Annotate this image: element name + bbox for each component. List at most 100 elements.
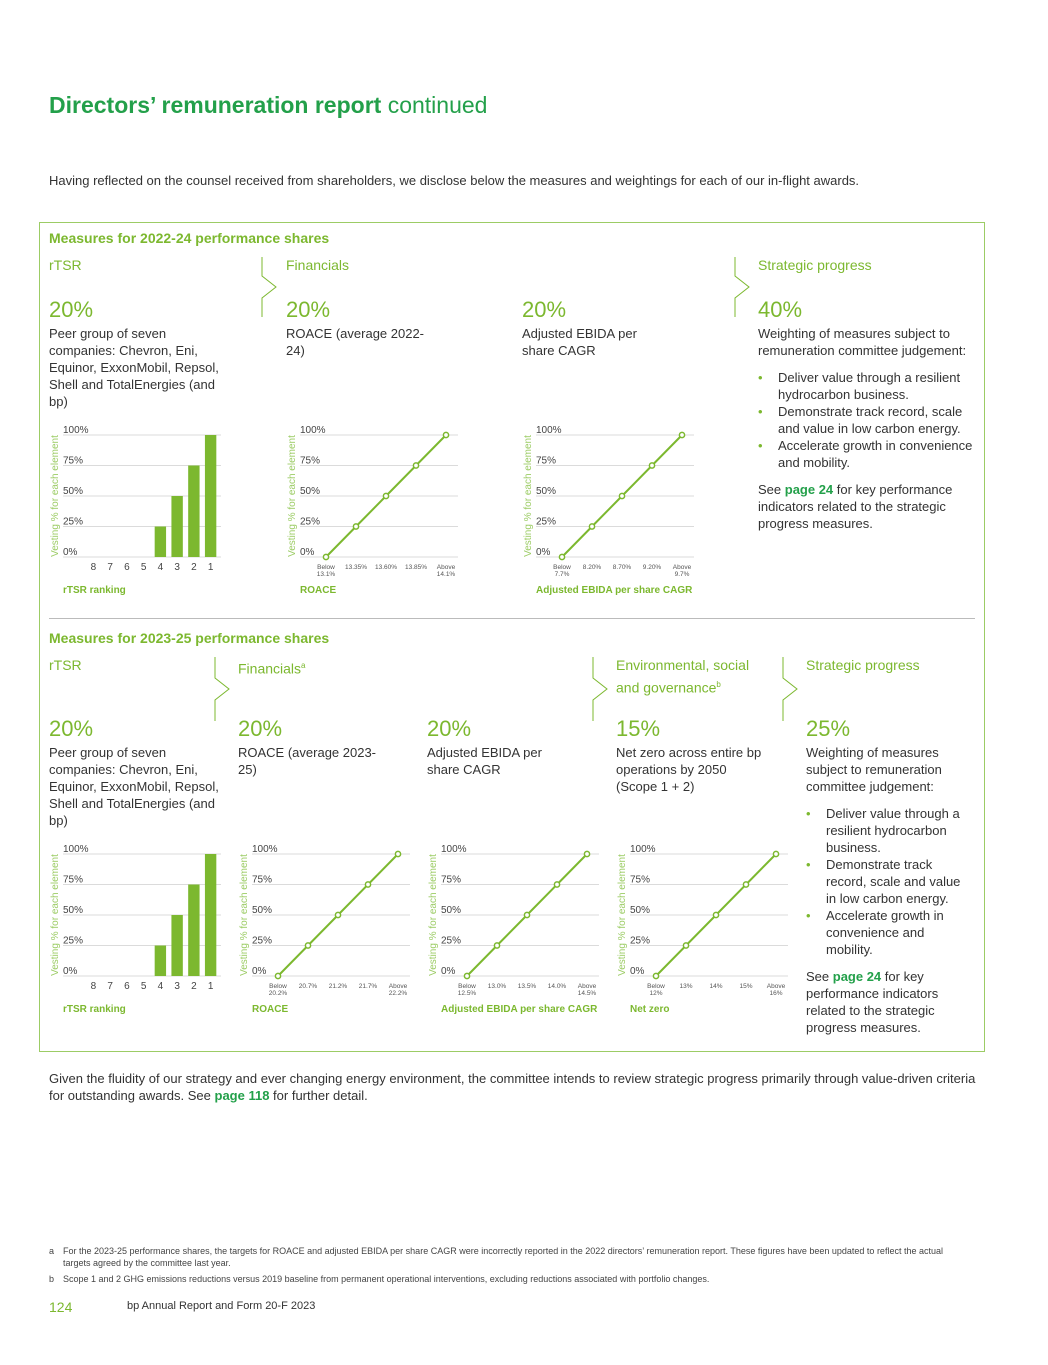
- x-tick-label: 13.5%: [518, 983, 537, 990]
- x-tick-label: 13.60%: [375, 564, 397, 571]
- s2-bullet-1: Deliver value through a resilient hydroc…: [806, 805, 974, 856]
- s2-ebida-desc: Adjusted EBIDA per share CAGR: [427, 745, 542, 777]
- chart-s2-ebida: Vesting % for each element 0% 25% 50% 75% 100…: [428, 844, 599, 1015]
- data-point: [382, 492, 390, 500]
- x-tick-label: 1: [208, 981, 214, 992]
- x-tick-label: 13.35%: [345, 564, 367, 571]
- s2-head-esg-text: Environmental, social and governance: [616, 657, 750, 696]
- data-point: [442, 431, 450, 439]
- s1-bullet-1: Deliver value through a resilient hydroc…: [758, 369, 976, 403]
- x-tick-label: Below: [553, 564, 571, 571]
- x-tick-label: Above: [389, 983, 408, 990]
- x-tick-label: 13.85%: [405, 564, 427, 571]
- x-tick-label: 16%: [769, 990, 782, 997]
- chart-s2-rtsr: Vesting % for each element 0% 25% 50% 75% 100…: [50, 844, 221, 1015]
- y-tick-label: 0%: [63, 547, 78, 558]
- x-tick-label: 15%: [739, 983, 752, 990]
- y-tick-label: 75%: [441, 875, 461, 886]
- x-tick-label: 13%: [679, 983, 692, 990]
- s2-bullet-2: Demonstrate track record, scale and valu…: [806, 856, 974, 907]
- s1-chevron-1-icon: [261, 257, 277, 317]
- s2-head-rtsr: rTSR: [49, 657, 82, 673]
- data-point: [712, 911, 720, 919]
- x-axis-label: rTSR ranking: [63, 585, 126, 596]
- y-tick-label: 100%: [630, 844, 656, 855]
- y-tick-label: 0%: [63, 966, 78, 977]
- x-tick-label: 5: [141, 981, 147, 992]
- s2-see-link[interactable]: page 24: [832, 969, 882, 984]
- footnote-a-text: For the 2023-25 performance shares, the …: [63, 1246, 943, 1268]
- y-tick-label: 0%: [252, 966, 267, 977]
- s1-bullet-2: Demonstrate track record, scale and valu…: [758, 403, 976, 437]
- data-point: [678, 431, 686, 439]
- x-tick-label: 3: [174, 562, 180, 573]
- x-tick-label: 20.2%: [269, 990, 288, 997]
- bar: [204, 435, 217, 557]
- x-tick-label: Above: [437, 564, 456, 571]
- x-axis-label: ROACE: [252, 1004, 288, 1015]
- y-tick-label: 25%: [252, 936, 272, 947]
- data-point: [682, 942, 690, 949]
- outro-post: for further detail.: [269, 1088, 368, 1103]
- s2-head-strategic: Strategic progress: [806, 657, 920, 673]
- title-bold: Directors’ remuneration report: [49, 92, 382, 118]
- x-tick-label: 6: [124, 562, 130, 573]
- s1-head-financials: Financials: [286, 257, 350, 273]
- s2-see-text: See page 24 for key performance indicato…: [806, 968, 974, 1036]
- outro-main: Given the fluidity of our strategy and e…: [49, 1071, 976, 1103]
- y-tick-label: 50%: [300, 486, 320, 497]
- s1-head-strategic: Strategic progress: [758, 257, 872, 273]
- x-tick-label: 8.70%: [613, 564, 632, 571]
- x-axis-label: Net zero: [630, 1004, 669, 1015]
- y-tick-label: 25%: [63, 936, 83, 947]
- y-axis-label: Vesting % for each element: [239, 854, 250, 976]
- footnote-b: b Scope 1 and 2 GHG emissions reductions…: [49, 1273, 969, 1287]
- s2-esg-desc: Net zero across entire bp operations by …: [616, 745, 762, 794]
- x-tick-label: 2: [191, 562, 197, 573]
- x-tick-label: Below: [317, 564, 335, 571]
- data-point: [772, 850, 780, 858]
- data-point: [523, 911, 531, 919]
- footnote-b-label: b: [49, 1274, 55, 1284]
- s1-see-link[interactable]: page 24: [784, 482, 834, 497]
- bar: [204, 854, 217, 976]
- s1-rtsr-pct: 20%: [49, 297, 94, 322]
- y-tick-label: 100%: [63, 425, 89, 436]
- x-tick-label: 8.20%: [583, 564, 602, 571]
- x-tick-label: 5: [141, 562, 147, 573]
- data-point: [553, 881, 561, 888]
- x-tick-label: 14.0%: [548, 983, 567, 990]
- bar: [188, 465, 200, 557]
- y-tick-label: 0%: [630, 966, 645, 977]
- data-point: [322, 553, 330, 561]
- intro-text: Having reflected on the counsel received…: [49, 173, 860, 188]
- outro-text: Given the fluidity of our strategy and e…: [49, 1070, 979, 1104]
- chart-s1-roace: Vesting % for each element 0% 25% 50% 75% 100…: [287, 425, 458, 596]
- x-tick-label: 9.7%: [675, 571, 690, 578]
- s2-see-pre: See: [806, 969, 833, 984]
- s2-roace-desc: ROACE (average 2023-25): [238, 745, 377, 777]
- y-tick-label: 50%: [252, 905, 272, 916]
- s2-esg-pct: 15%: [616, 716, 661, 741]
- s2-bullet-3: Accelerate growth in convenience and mob…: [806, 907, 974, 958]
- outro-link[interactable]: page 118: [214, 1088, 270, 1103]
- s1-rtsr-desc: Peer group of seven companies: Chevron, …: [49, 326, 219, 409]
- s1-strategic-desc: Weighting of measures subject to remuner…: [758, 326, 967, 358]
- x-tick-label: 21.2%: [329, 983, 348, 990]
- bar: [154, 526, 167, 557]
- x-tick-label: Below: [269, 983, 287, 990]
- data-point: [652, 972, 660, 980]
- s2-chevron-3-icon: [782, 657, 798, 721]
- x-tick-label: 1: [208, 562, 214, 573]
- bar: [188, 884, 200, 976]
- s2-ebida-pct: 20%: [427, 716, 472, 741]
- s2-head-financials-text: Financials: [238, 660, 302, 677]
- x-tick-label: Below: [458, 983, 476, 990]
- y-tick-label: 0%: [441, 966, 456, 977]
- s1-see-pre: See: [758, 482, 785, 497]
- x-tick-label: 20.7%: [299, 983, 318, 990]
- y-tick-label: 50%: [536, 486, 556, 497]
- x-tick-label: 12.5%: [458, 990, 477, 997]
- data-point: [618, 492, 626, 500]
- y-tick-label: 75%: [252, 875, 272, 886]
